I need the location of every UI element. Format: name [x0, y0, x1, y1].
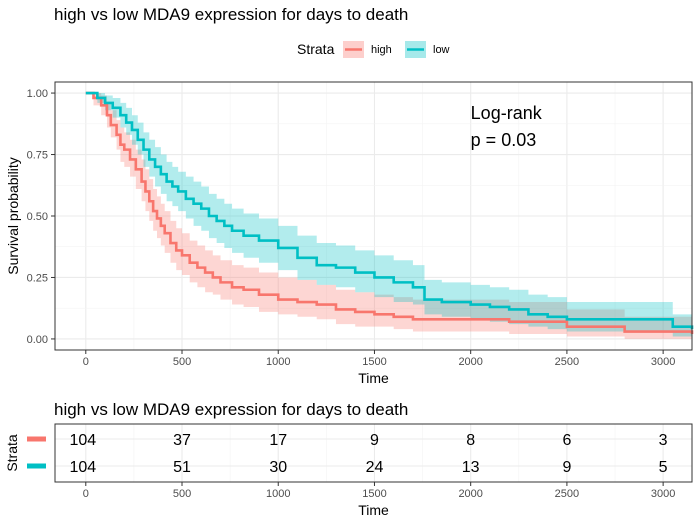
km-y-axis: 0.00 0.25 0.50 0.75 1.00	[27, 88, 55, 346]
risk-x-axis-title: Time	[358, 502, 389, 518]
km-x-tick-label: 2000	[458, 356, 482, 368]
risk-table-title: high vs low MDA9 expression for days to …	[54, 400, 408, 419]
risk-x-tick-label: 2000	[458, 488, 482, 500]
risk-table-background	[55, 424, 692, 482]
km-y-tick-label: 0.00	[27, 334, 48, 346]
risk-cell-high: 6	[562, 432, 571, 449]
km-x-tick-label: 2500	[555, 356, 579, 368]
risk-cell-low: 51	[173, 459, 191, 476]
km-x-tick-label: 1500	[362, 356, 386, 368]
risk-table-panel: 104 37 17 9 8 6 3 104 51 30 24 13 9 5 0 500 1000 1500 200…	[27, 423, 693, 500]
risk-cell-high: 17	[269, 432, 287, 449]
confidence-band-low	[85, 93, 692, 339]
risk-cell-low: 30	[269, 459, 287, 476]
risk-table-border	[54, 423, 693, 483]
risk-cell-high: 104	[69, 432, 96, 449]
km-x-tick-label: 500	[173, 356, 191, 368]
risk-cell-low: 13	[462, 459, 480, 476]
km-x-tick-label: 3000	[651, 356, 675, 368]
survival-curve-high	[85, 91, 694, 335]
km-y-axis-title: Survival probability	[5, 157, 21, 275]
risk-cell-high: 3	[659, 432, 668, 449]
survival-curve-low	[85, 91, 694, 330]
risk-x-axis: 0 500 1000 1500 2000 2500 3000	[83, 482, 675, 500]
km-x-tick-label: 1000	[266, 356, 290, 368]
risk-y-axis-title: Strata	[4, 434, 20, 472]
km-plot-title: high vs low MDA9 expression for days to …	[54, 5, 408, 24]
risk-cell-high: 8	[466, 432, 475, 449]
risk-strata-keys	[27, 436, 46, 469]
risk-table-gridlines	[55, 424, 692, 482]
risk-x-tick-label: 1000	[266, 488, 290, 500]
km-x-tick-label: 0	[83, 356, 89, 368]
km-y-tick-label: 0.50	[27, 211, 48, 223]
legend: Strata high low	[297, 41, 450, 58]
logrank-label: Log-rank	[471, 103, 543, 123]
confidence-band-high	[85, 93, 692, 339]
risk-cell-high: 37	[173, 432, 191, 449]
km-y-tick-label: 1.00	[27, 88, 48, 100]
risk-x-tick-label: 1500	[362, 488, 386, 500]
risk-cell-high: 9	[370, 432, 379, 449]
risk-x-tick-label: 3000	[651, 488, 675, 500]
km-gridlines	[55, 82, 692, 350]
km-y-tick-label: 0.25	[27, 272, 48, 284]
km-x-axis: 0 500 1000 1500 2000 2500 3000	[83, 350, 675, 368]
km-y-tick-label: 0.75	[27, 150, 48, 162]
legend-label-low: low	[433, 44, 450, 56]
legend-title: Strata	[297, 41, 335, 57]
risk-table-cells: 104 37 17 9 8 6 3 104 51 30 24 13 9 5	[69, 432, 667, 476]
legend-label-high: high	[371, 44, 392, 56]
km-x-axis-title: Time	[358, 370, 389, 386]
risk-cell-low: 9	[562, 459, 571, 476]
risk-x-tick-label: 0	[83, 488, 89, 500]
risk-x-tick-label: 2500	[555, 488, 579, 500]
risk-cell-low: 24	[366, 459, 384, 476]
survival-curves	[85, 91, 694, 335]
confidence-bands	[85, 93, 692, 339]
km-plot-panel: 0 500 1000 1500 2000 2500 3000 0.00 0.25 0.50 0.7…	[27, 81, 694, 368]
risk-cell-low: 104	[69, 459, 96, 476]
logrank-p-value: p = 0.03	[471, 130, 537, 150]
risk-cell-low: 5	[659, 459, 668, 476]
risk-x-tick-label: 500	[173, 488, 191, 500]
